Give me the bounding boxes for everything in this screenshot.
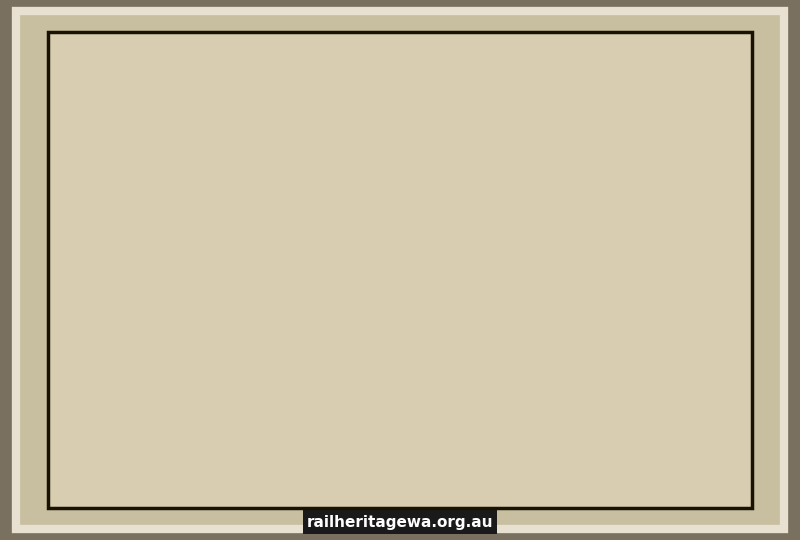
Text: STATION FRAME: STATION FRAME [387, 200, 442, 206]
Text: THREE SPRINGS: THREE SPRINGS [253, 76, 467, 98]
Text: GERALDTON  TO  B5: GERALDTON TO B5 [425, 406, 516, 415]
Text: GERALDTON  TO  PERTH: GERALDTON TO PERTH [425, 388, 534, 397]
Text: 9: 9 [667, 231, 673, 240]
Text: Sflair: Sflair [575, 71, 600, 81]
Text: 8.6a: 8.6a [632, 231, 648, 240]
Text: PERTH  TO  B3: PERTH TO B3 [88, 406, 153, 415]
Text: 3: 3 [173, 259, 178, 268]
Text: 1st SEPTEMBER 1972: 1st SEPTEMBER 1972 [580, 85, 662, 94]
Ellipse shape [388, 266, 444, 322]
Text: 3.: 3. [355, 422, 364, 431]
Ellipse shape [461, 319, 497, 357]
Text: GERALDTON: GERALDTON [648, 237, 715, 247]
Text: 7.  8.  9.: 7. 8. 9. [675, 388, 712, 397]
Text: B.P. SIDING: B.P. SIDING [116, 314, 164, 322]
Ellipse shape [272, 43, 368, 99]
Ellipse shape [447, 100, 493, 144]
Text: ANNETTS: ANNETTS [426, 210, 454, 214]
Bar [75, 60, 720, 445]
Text: 5.  4.  3.  2.  1.: 5. 4. 3. 2. 1. [355, 388, 421, 397]
Text: B5  TO  MAIN: B5 TO MAIN [425, 422, 484, 431]
Ellipse shape [322, 300, 379, 321]
Ellipse shape [529, 190, 642, 249]
Text: LOOP: LOOP [432, 260, 458, 270]
Text: 'A': 'A' [386, 220, 394, 226]
Text: B5: B5 [620, 246, 630, 255]
Ellipse shape [518, 214, 617, 264]
Text: B3: B3 [142, 239, 154, 249]
Bar [155, 225, 165, 233]
Text: YARD: YARD [374, 305, 406, 315]
Text: W.A.G.R.: W.A.G.R. [370, 65, 430, 78]
Text: 8.6b: 8.6b [646, 231, 663, 240]
Text: PERTH: PERTH [88, 237, 124, 247]
Text: TO RELEASE FRAME "B" WITHDRAW ANNETTS 'B': TO RELEASE FRAME "B" WITHDRAW ANNETTS 'B… [267, 427, 533, 437]
Text: C.B.H.: C.B.H. [376, 315, 404, 325]
Ellipse shape [646, 91, 744, 143]
Text: 4.: 4. [355, 440, 363, 449]
Text: Signal & Telecommunication Engineer.: Signal & Telecommunication Engineer. [580, 78, 726, 86]
Ellipse shape [595, 177, 666, 198]
Ellipse shape [285, 62, 381, 102]
Text: 1: 1 [106, 224, 110, 233]
Bar [365, 200, 465, 235]
Ellipse shape [348, 117, 396, 168]
Ellipse shape [578, 319, 617, 380]
Text: MAIN  TO  B5: MAIN TO B5 [88, 440, 147, 449]
Text: FRAME 'B': FRAME 'B' [631, 275, 669, 285]
Text: railheritagewa.org.au: railheritagewa.org.au [306, 515, 494, 530]
Text: 3: 3 [158, 224, 162, 233]
Ellipse shape [311, 380, 393, 402]
Ellipse shape [418, 340, 498, 383]
Text: B5  TO  GERALDTON: B5 TO GERALDTON [88, 456, 179, 465]
Text: LOADING
PLATFORM: LOADING PLATFORM [197, 217, 234, 230]
Text: ANNETTS: ANNETTS [375, 210, 405, 214]
Text: 5.: 5. [355, 456, 364, 465]
Text: 'B': 'B' [436, 220, 444, 226]
Text: 4.2a: 4.2a [582, 231, 598, 240]
Text: RIGHT TO LEFT: RIGHT TO LEFT [522, 370, 638, 384]
Ellipse shape [676, 106, 726, 138]
Text: PERTH  TO  GERALDTON: PERTH TO GERALDTON [88, 388, 196, 397]
Text: LEFT TO RIGHT: LEFT TO RIGHT [162, 370, 278, 384]
Bar [190, 215, 240, 235]
Bar [103, 225, 113, 233]
Text: 2.: 2. [355, 406, 363, 415]
Text: 5.4b: 5.4b [630, 266, 646, 275]
Text: MAIN: MAIN [432, 240, 458, 250]
Text: 2: 2 [118, 239, 122, 248]
Bar [625, 270, 675, 292]
Ellipse shape [127, 254, 175, 328]
Text: DIAGRAM: DIAGRAM [317, 95, 403, 109]
Text: PT.IND.: PT.IND. [274, 291, 296, 295]
Ellipse shape [114, 268, 174, 297]
Text: B5: B5 [618, 239, 631, 249]
Text: B3  TO  MAIN: B3 TO MAIN [88, 422, 147, 431]
Text: 8.: 8. [675, 406, 684, 415]
Text: PT.IND.: PT.IND. [164, 234, 186, 240]
Text: 7.: 7. [675, 422, 684, 431]
